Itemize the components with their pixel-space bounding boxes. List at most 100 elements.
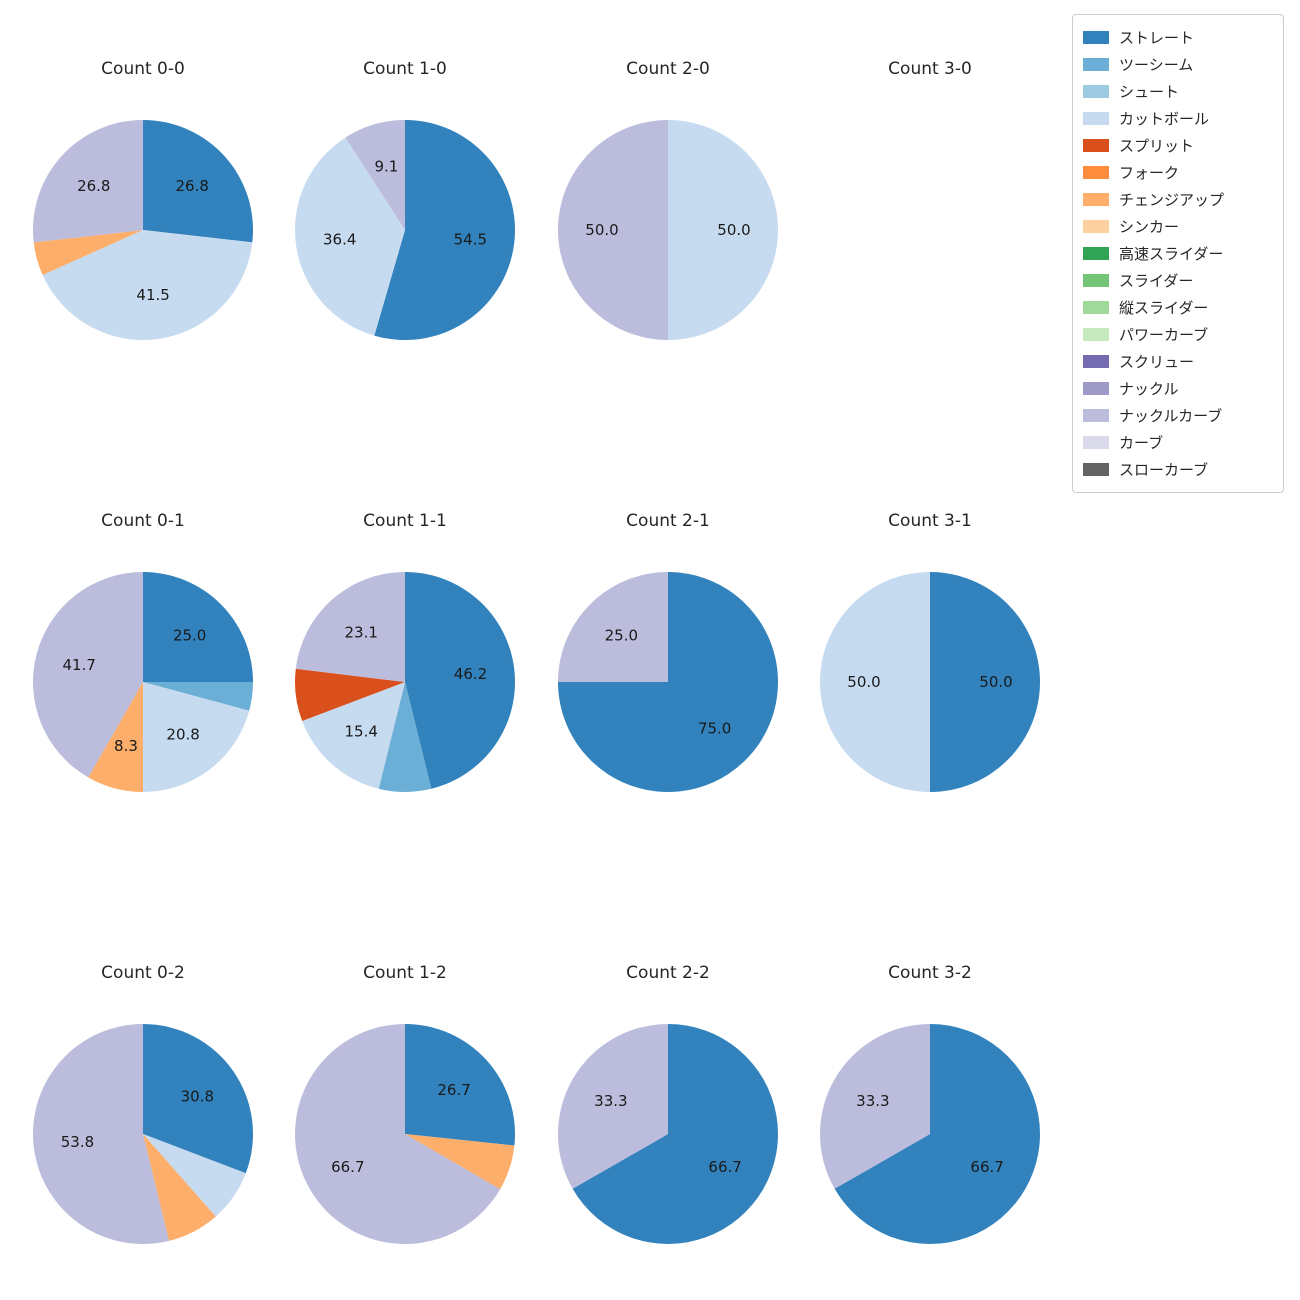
- pie-slice-ナックルカーブ: [558, 1024, 668, 1189]
- legend-label: シュート: [1119, 83, 1180, 101]
- pie-slice-ストレート: [374, 120, 515, 340]
- legend-label: ストレート: [1119, 29, 1195, 47]
- pie-chart-count-0-0: 26.8 41.5 26.8: [33, 120, 253, 340]
- legend-label: カットボール: [1119, 110, 1210, 128]
- legend-label: シンカー: [1119, 218, 1180, 236]
- chart-cell-count-1-0: Count 1-0 54.5 36.4 9.1: [274, 58, 536, 448]
- legend-item: シュート: [1083, 78, 1273, 105]
- chart-title: Count 2-2: [626, 963, 710, 983]
- pie-slice-ナックルカーブ: [558, 572, 668, 682]
- pie-slice-カットボール: [668, 120, 778, 340]
- legend-label: フォーク: [1119, 164, 1180, 182]
- pie-slice-ストレート: [572, 1024, 778, 1244]
- legend-item: ナックルカーブ: [1083, 402, 1273, 429]
- legend-swatch-icon: [1083, 409, 1109, 422]
- legend-item: スクリュー: [1083, 348, 1273, 375]
- legend-item: カーブ: [1083, 429, 1273, 456]
- chart-title: Count 1-0: [363, 59, 447, 79]
- chart-cell-count-2-2: Count 2-2 66.7 33.3: [537, 962, 799, 1300]
- pie-slice-チェンジアップ: [88, 682, 143, 792]
- pie-chart-count-2-1: 75.0 25.0: [558, 572, 778, 792]
- legend-item: スローカーブ: [1083, 456, 1273, 483]
- legend-item: ツーシーム: [1083, 51, 1273, 78]
- pie-chart-count-1-2: 26.7 66.7: [295, 1024, 515, 1244]
- pie-chart-count-0-2: 30.8 53.8: [33, 1024, 254, 1244]
- pie-slice-ストレート: [143, 572, 253, 682]
- pie-chart-count-2-2: 66.7 33.3: [558, 1024, 778, 1244]
- pie-slice-カットボール: [302, 682, 405, 789]
- pie-slice-ストレート: [930, 572, 1040, 792]
- legend-item: チェンジアップ: [1083, 186, 1273, 213]
- pie-chart-count-2-0: 50.0 50.0: [558, 120, 778, 340]
- legend-label: ツーシーム: [1119, 56, 1194, 74]
- legend-swatch-icon: [1083, 58, 1109, 71]
- pie-slice-ナックルカーブ: [295, 572, 405, 682]
- legend-label: スプリット: [1119, 137, 1195, 155]
- pie-slice-カットボール: [295, 137, 405, 336]
- pie-slice-ナックルカーブ: [820, 1024, 930, 1189]
- legend-item: スライダー: [1083, 267, 1273, 294]
- chart-title: Count 0-2: [101, 963, 185, 983]
- pie-slice-カットボール: [143, 682, 250, 792]
- pie-percentage-label: 53.8: [61, 1133, 94, 1151]
- chart-title: Count 3-0: [888, 59, 972, 79]
- pie-slice-ストレート: [405, 1024, 515, 1146]
- legend-swatch-icon: [1083, 301, 1109, 314]
- legend-label: 縦スライダー: [1119, 299, 1209, 317]
- pie-percentage-label: 41.5: [136, 286, 169, 304]
- chart-cell-count-0-0: Count 0-0 26.8 41.5 26.8: [12, 58, 274, 448]
- pie-percentage-label: 54.5: [454, 230, 487, 248]
- legend-item: 縦スライダー: [1083, 294, 1273, 321]
- pie-percentage-label: 50.0: [717, 221, 750, 239]
- legend-swatch-icon: [1083, 382, 1109, 395]
- chart-cell-count-2-0: Count 2-0 50.0 50.0: [537, 58, 799, 448]
- legend-label: 高速スライダー: [1119, 245, 1224, 263]
- legend-item: スプリット: [1083, 132, 1273, 159]
- pie-percentage-label: 50.0: [979, 673, 1012, 691]
- pie-chart-count-1-1: 46.2 15.4 23.1: [295, 572, 515, 792]
- legend-item: ストレート: [1083, 24, 1273, 51]
- pie-chart-count-3-2: 66.7 33.3: [820, 1024, 1040, 1244]
- pie-chart-count-0-1: 25.0 20.8 8.3 41.7: [32, 572, 253, 792]
- legend-item: カットボール: [1083, 105, 1273, 132]
- pie-slice-ストレート: [143, 1024, 254, 1174]
- pie-slice-ストレート: [834, 1024, 1040, 1244]
- pie-percentage-label: 26.8: [176, 177, 209, 195]
- pie-percentage-label: 30.8: [181, 1088, 214, 1106]
- legend-swatch-icon: [1083, 112, 1109, 125]
- pie-slice-ナックルカーブ: [558, 120, 668, 340]
- pie-percentage-label: 8.3: [114, 737, 138, 755]
- pie-percentage-label: 9.1: [374, 158, 398, 176]
- legend-label: チェンジアップ: [1119, 191, 1225, 209]
- legend-item: 高速スライダー: [1083, 240, 1273, 267]
- legend-swatch-icon: [1083, 274, 1109, 287]
- legend-swatch-icon: [1083, 328, 1109, 341]
- pie-slice-ナックルカーブ: [33, 1024, 170, 1244]
- chart-title: Count 2-0: [626, 59, 710, 79]
- legend-item: シンカー: [1083, 213, 1273, 240]
- chart-title: Count 3-2: [888, 963, 972, 983]
- pie-percentage-label: 33.3: [594, 1092, 627, 1110]
- pie-percentage-label: 66.7: [331, 1158, 364, 1176]
- pie-slice-ナックルカーブ: [33, 120, 143, 243]
- legend-swatch-icon: [1083, 166, 1109, 179]
- chart-cell-count-2-1: Count 2-1 75.0 25.0: [537, 510, 799, 900]
- chart-cell-count-0-2: Count 0-2 30.8 53.8: [12, 962, 274, 1300]
- pie-chart-count-1-0: 54.5 36.4 9.1: [295, 120, 515, 340]
- pie-percentage-label: 66.7: [708, 1158, 741, 1176]
- legend-swatch-icon: [1083, 220, 1109, 233]
- pie-slice-カットボール: [820, 572, 930, 792]
- legend-swatch-icon: [1083, 139, 1109, 152]
- pie-percentage-label: 23.1: [345, 624, 378, 642]
- chart-cell-count-3-2: Count 3-2 66.7 33.3: [799, 962, 1061, 1300]
- pie-slice-ストレート: [143, 120, 253, 243]
- legend-label: ナックルカーブ: [1119, 407, 1223, 425]
- pie-percentage-label: 46.2: [454, 665, 487, 683]
- pie-slice-スプリット: [295, 668, 405, 722]
- legend-label: スローカーブ: [1119, 461, 1209, 479]
- chart-cell-count-3-0: Count 3-0: [799, 58, 1061, 448]
- pie-percentage-label: 50.0: [585, 221, 618, 239]
- pie-slice-ナックルカーブ: [32, 572, 143, 778]
- chart-cell-count-0-1: Count 0-1 25.0 20.8 8.3 41.7: [12, 510, 274, 900]
